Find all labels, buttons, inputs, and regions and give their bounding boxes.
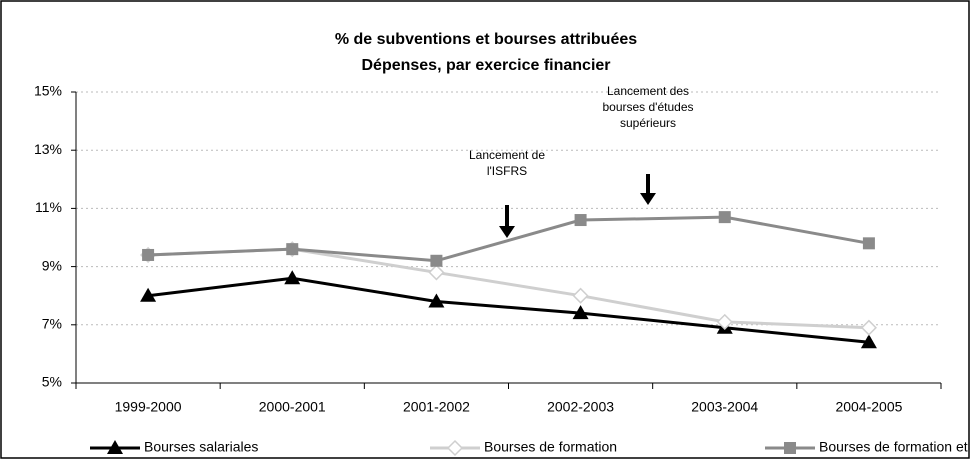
annotation-text: Lancement de bbox=[469, 148, 545, 162]
x-tick-label: 2000-2001 bbox=[259, 399, 326, 415]
y-tick-label: 5% bbox=[42, 374, 62, 390]
annotation-text: Lancement des bbox=[607, 84, 689, 98]
marker bbox=[574, 214, 587, 227]
marker bbox=[862, 237, 875, 250]
chart-subtitle: Dépenses, par exercice financier bbox=[361, 57, 610, 74]
x-tick-label: 2001-2002 bbox=[403, 399, 470, 415]
marker bbox=[142, 248, 155, 261]
marker bbox=[860, 334, 877, 349]
marker bbox=[572, 287, 589, 304]
x-tick-label: 2002-2003 bbox=[547, 399, 614, 415]
y-tick-label: 11% bbox=[35, 199, 62, 215]
marker bbox=[286, 243, 299, 256]
marker bbox=[718, 211, 731, 224]
series-line bbox=[147, 276, 870, 344]
y-tick-label: 9% bbox=[42, 257, 62, 273]
marker bbox=[428, 293, 445, 308]
y-tick-label: 7% bbox=[42, 316, 62, 332]
chart-title: % de subventions et bourses attribuées bbox=[335, 31, 637, 48]
marker bbox=[784, 442, 796, 454]
legend-label: Bourses de formation et ISFRS bbox=[819, 439, 972, 455]
y-tick-label: 15% bbox=[34, 83, 62, 99]
annotation-arrowhead bbox=[640, 193, 656, 205]
annotation-arrowhead bbox=[499, 226, 515, 238]
x-tick-label: 2003-2004 bbox=[691, 399, 758, 415]
marker bbox=[428, 264, 445, 281]
marker bbox=[716, 313, 733, 330]
legend-label: Bourses de formation bbox=[484, 439, 617, 455]
marker bbox=[284, 270, 301, 285]
annotation-text: supérieurs bbox=[620, 116, 676, 130]
marker bbox=[860, 319, 877, 336]
legend-label: Bourses salariales bbox=[144, 439, 258, 455]
annotation-text: l'ISFRS bbox=[487, 164, 527, 178]
marker bbox=[107, 440, 123, 454]
annotation-text: bourses d'études bbox=[602, 100, 693, 114]
marker bbox=[572, 305, 589, 320]
marker bbox=[446, 439, 464, 457]
series-line bbox=[148, 215, 870, 263]
marker bbox=[430, 254, 443, 267]
y-tick-label: 13% bbox=[34, 141, 62, 157]
marker bbox=[140, 287, 157, 302]
x-tick-label: 2004-2005 bbox=[835, 399, 902, 415]
x-tick-label: 1999-2000 bbox=[115, 399, 182, 415]
